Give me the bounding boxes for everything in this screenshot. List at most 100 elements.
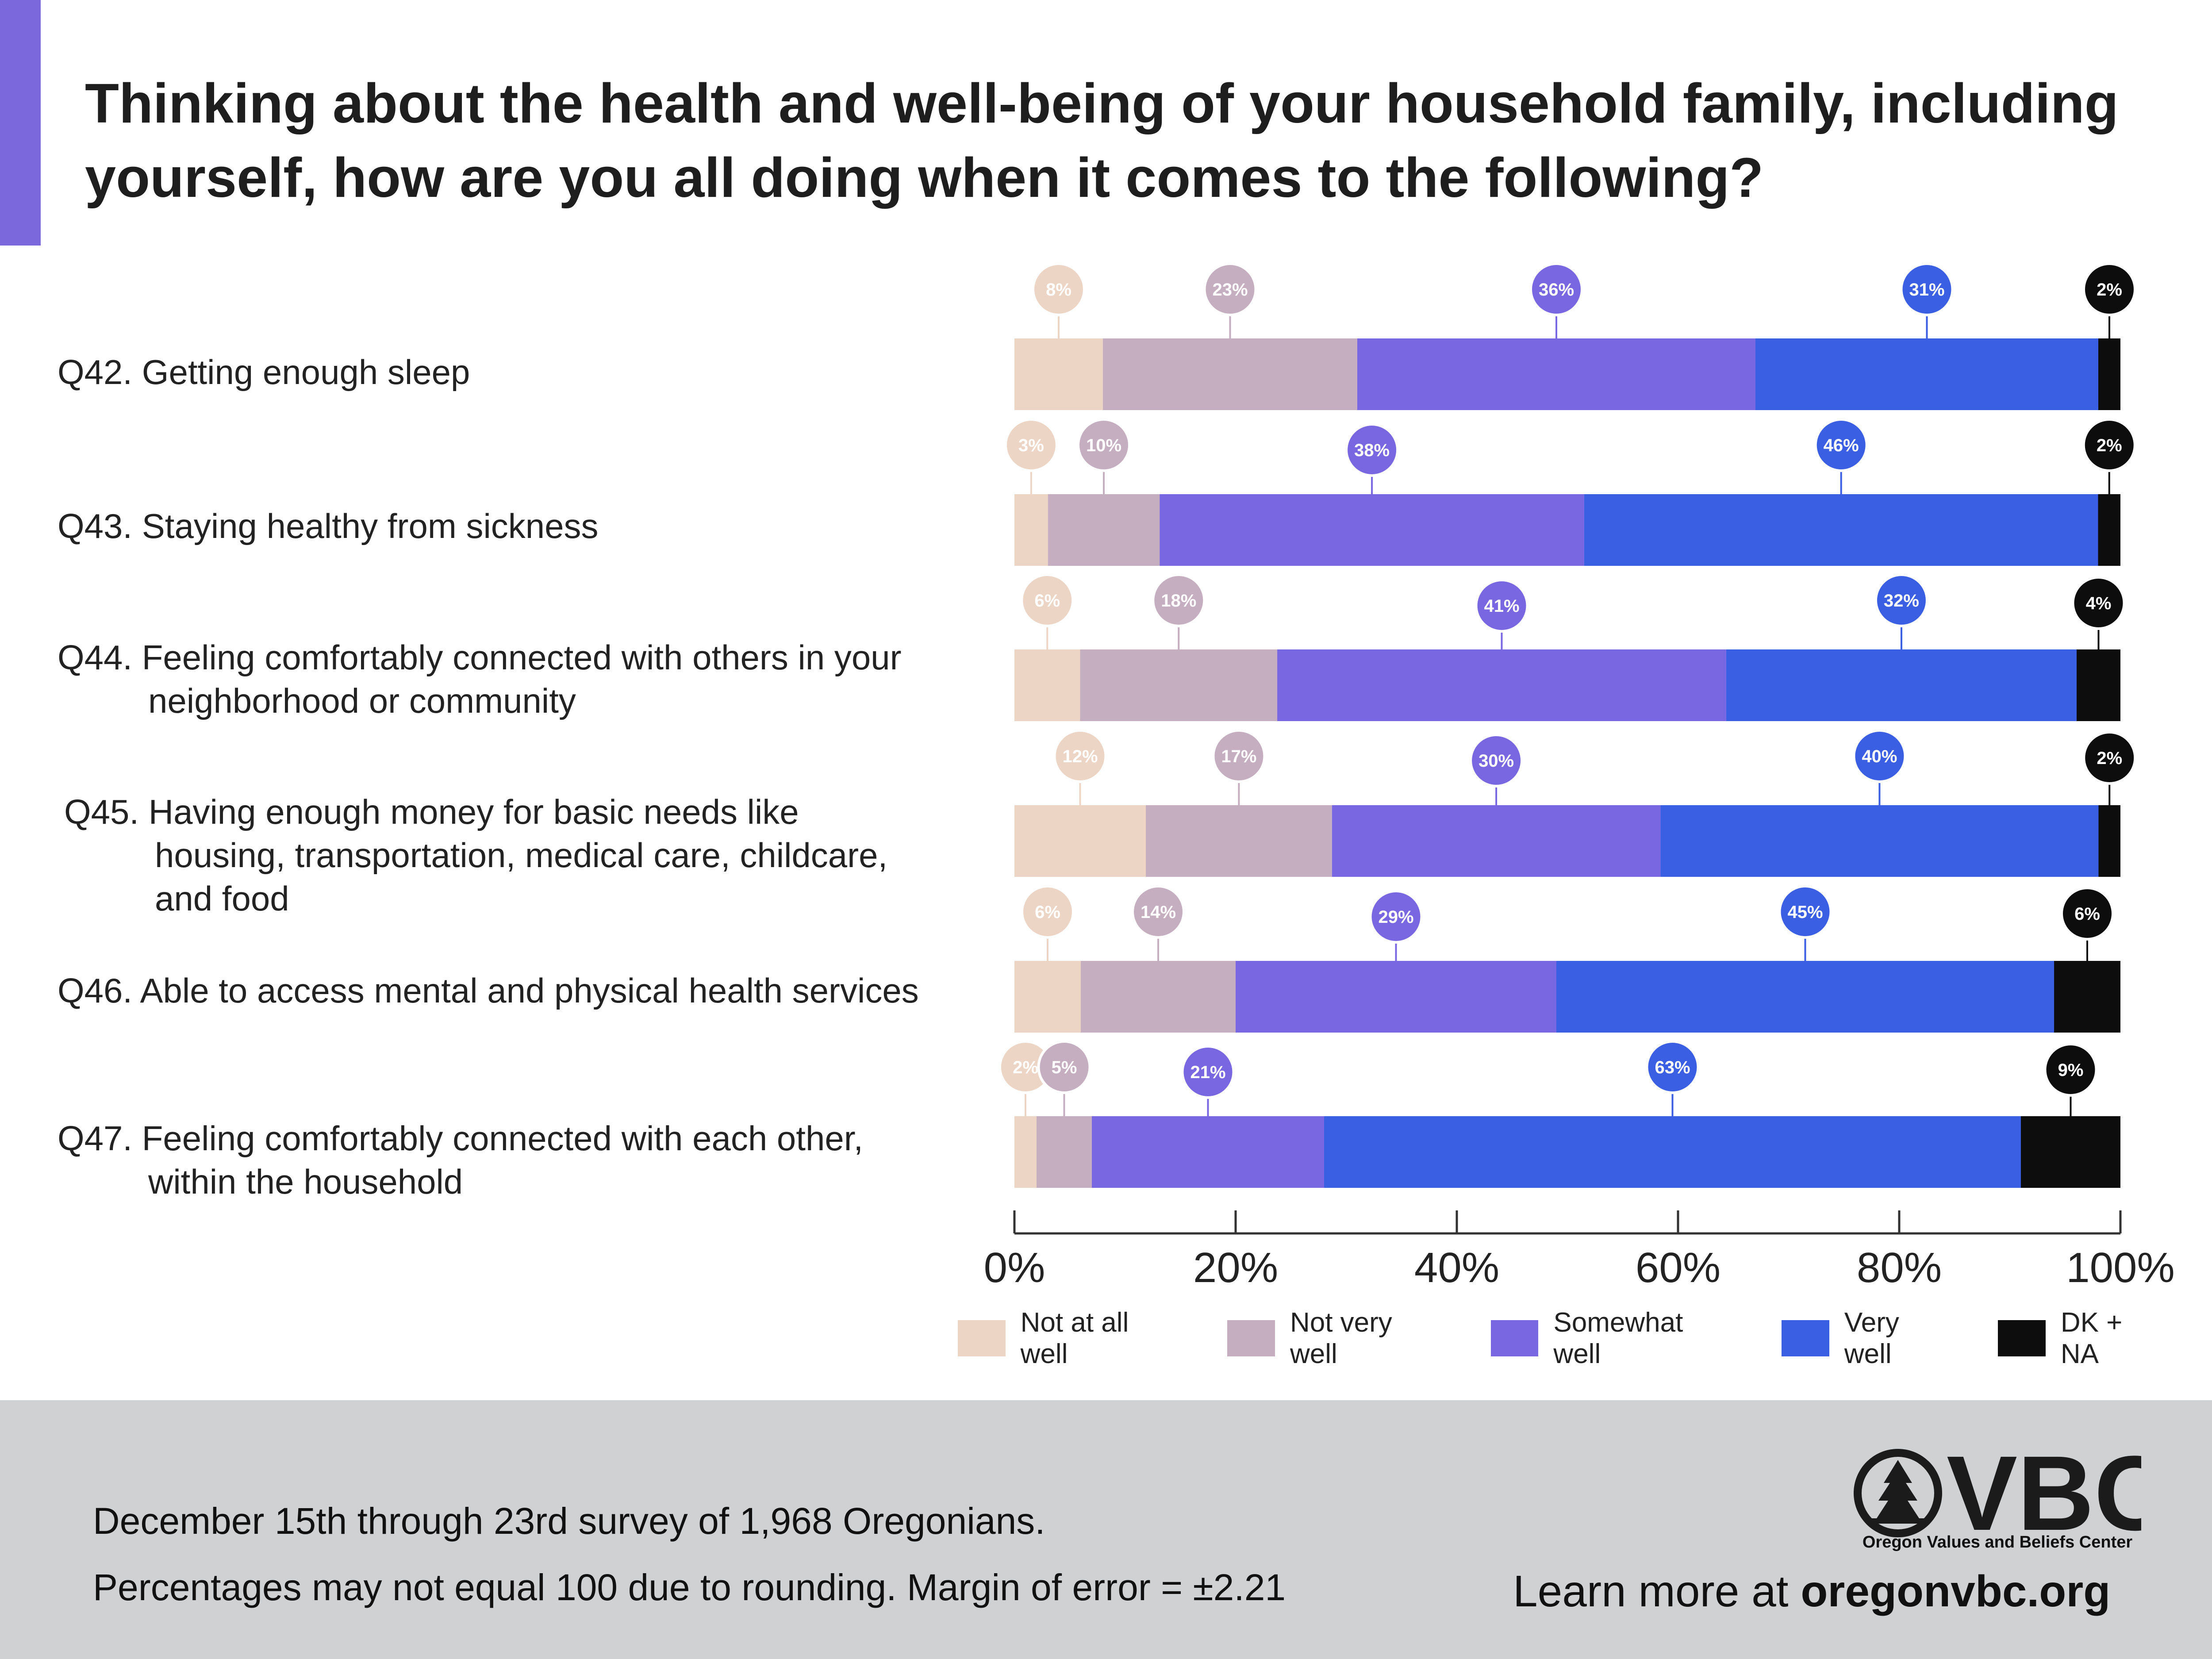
callout-bubble [1645, 1040, 1700, 1094]
data-label: 3% [1018, 436, 1044, 455]
legend-swatch [958, 1320, 1006, 1356]
data-label: 2% [2097, 436, 2122, 455]
bar-segment [1726, 649, 2077, 721]
question-label-line: Q47. Feeling comfortably connected with … [58, 1119, 864, 1158]
data-label: 2% [2097, 749, 2122, 768]
callout-bubble [1037, 1040, 1091, 1094]
callout-bubble [1874, 573, 1928, 627]
bar-segment [1014, 1116, 1037, 1188]
callout-bubble [1077, 418, 1131, 472]
x-tick-label: 40% [1414, 1244, 1499, 1291]
callout-bubble [1021, 885, 1075, 939]
bar-segment [1324, 1116, 2021, 1188]
bar-segment [1755, 338, 2098, 410]
bar-segment [1081, 961, 1236, 1033]
question-label: Q43. Staying healthy from sickness [58, 504, 599, 548]
data-label: 46% [1824, 436, 1859, 455]
callout-bubble [2082, 262, 2136, 316]
vbc-logo-letters: VBC [1947, 1442, 2141, 1544]
vbc-logo: VBC [1854, 1442, 2141, 1544]
callout-bubble [1032, 262, 1086, 316]
data-label: 12% [1062, 747, 1098, 766]
logo-caption: Oregon Values and Beliefs Center [1862, 1533, 2133, 1551]
legend-item: DK + NA [1998, 1307, 2168, 1370]
data-label: 40% [1862, 747, 1897, 766]
callout-bubble [2082, 731, 2137, 785]
callout-bubble [1469, 733, 1524, 787]
data-label: 6% [1034, 591, 1060, 611]
callout-bubble [1181, 1045, 1235, 1099]
bar-segment [1014, 649, 1080, 721]
legend-item: Very well [1782, 1307, 1954, 1370]
legend-label: Not at all well [1020, 1307, 1129, 1369]
data-label: 8% [1046, 280, 1071, 300]
callout-bubble [1529, 262, 1583, 316]
legend-label: Not very well [1290, 1307, 1392, 1369]
accent-bar [0, 0, 41, 246]
callout-bubble [1475, 579, 1529, 633]
callout-bubble [1814, 418, 1868, 472]
legend-swatch [1490, 1320, 1539, 1356]
data-label: 31% [1909, 280, 1944, 300]
question-label-line: Q43. Staying healthy from sickness [58, 507, 599, 545]
x-tick-label: 0% [984, 1244, 1045, 1291]
website-link[interactable]: oregonvbc.org [1801, 1567, 2111, 1616]
data-label: 2% [1013, 1058, 1038, 1077]
callout-bubble [1778, 885, 1832, 939]
data-label: 29% [1378, 907, 1413, 927]
legend-item: Not very well [1227, 1307, 1446, 1370]
x-tick-label: 80% [1857, 1244, 1942, 1291]
chart-legend: Not at all well Not very well Somewhat wel… [958, 1307, 2212, 1369]
bar-segment [1357, 338, 1755, 410]
question-label-line: Q46. Able to access mental and physical … [58, 971, 919, 1010]
legend-label: DK + NA [2060, 1307, 2123, 1369]
data-label: 63% [1655, 1058, 1690, 1077]
legend-swatch [1998, 1320, 2046, 1356]
legend-item: Not at all well [958, 1307, 1183, 1370]
callout-bubble [1345, 423, 1399, 477]
callout-bubble [1900, 262, 1954, 316]
data-label: 17% [1221, 747, 1256, 766]
legend-item: Somewhat well [1490, 1307, 1737, 1370]
data-label: 38% [1354, 441, 1390, 460]
callout-bubble [1852, 729, 1907, 783]
bar-segment [1160, 494, 1584, 566]
data-label: 21% [1190, 1063, 1225, 1082]
question-label: Q42. Getting enough sleep [58, 350, 470, 394]
bar-segment [2098, 338, 2120, 410]
data-label: 4% [2086, 594, 2112, 613]
callout-bubble [1131, 885, 1185, 939]
callout-bubble [2043, 1043, 2098, 1097]
data-label: 23% [1212, 280, 1248, 300]
question-label: Q46. Able to access mental and physical … [58, 969, 919, 1012]
question-label-line: Q44. Feeling comfortably connected with … [58, 638, 902, 677]
bar-segment [1037, 1116, 1092, 1188]
legend-swatch [1782, 1320, 1829, 1356]
bar-segment [1080, 649, 1278, 721]
data-label: 45% [1787, 902, 1823, 922]
bar-segment [1048, 494, 1160, 566]
bar-segment [2021, 1116, 2120, 1188]
bar-segment [2054, 961, 2120, 1033]
question-label-line: housing, transportation, medical care, c… [155, 836, 888, 875]
data-label: 2% [2097, 280, 2122, 300]
survey-note: December 15th through 23rd survey of 1,9… [93, 1500, 1045, 1542]
page-title: Thinking about the health and well-being… [85, 72, 2119, 209]
question-label: Q45. Having enough money for basic needs… [64, 790, 887, 920]
x-tick-label: 20% [1193, 1244, 1278, 1291]
footer: December 15th through 23rd survey of 1,9… [0, 1400, 2212, 1659]
callout-bubble [2071, 576, 2126, 630]
data-label: 41% [1484, 596, 1519, 616]
callout-bubble [1020, 573, 1075, 627]
bar-segment [1014, 961, 1081, 1033]
legend-swatch [1227, 1320, 1275, 1356]
learn-more: Learn more at oregonvbc.org [1513, 1566, 2110, 1617]
bar-segment [1103, 338, 1357, 410]
question-label-line: Q45. Having enough money for basic needs… [64, 792, 799, 831]
callout-bubble [1203, 262, 1257, 316]
question-label-line: and food [155, 879, 289, 918]
bar-segment [1092, 1116, 1324, 1188]
callout-bubble [1152, 573, 1206, 627]
data-label: 18% [1161, 591, 1196, 611]
learn-more-prefix: Learn more at [1513, 1567, 1801, 1616]
